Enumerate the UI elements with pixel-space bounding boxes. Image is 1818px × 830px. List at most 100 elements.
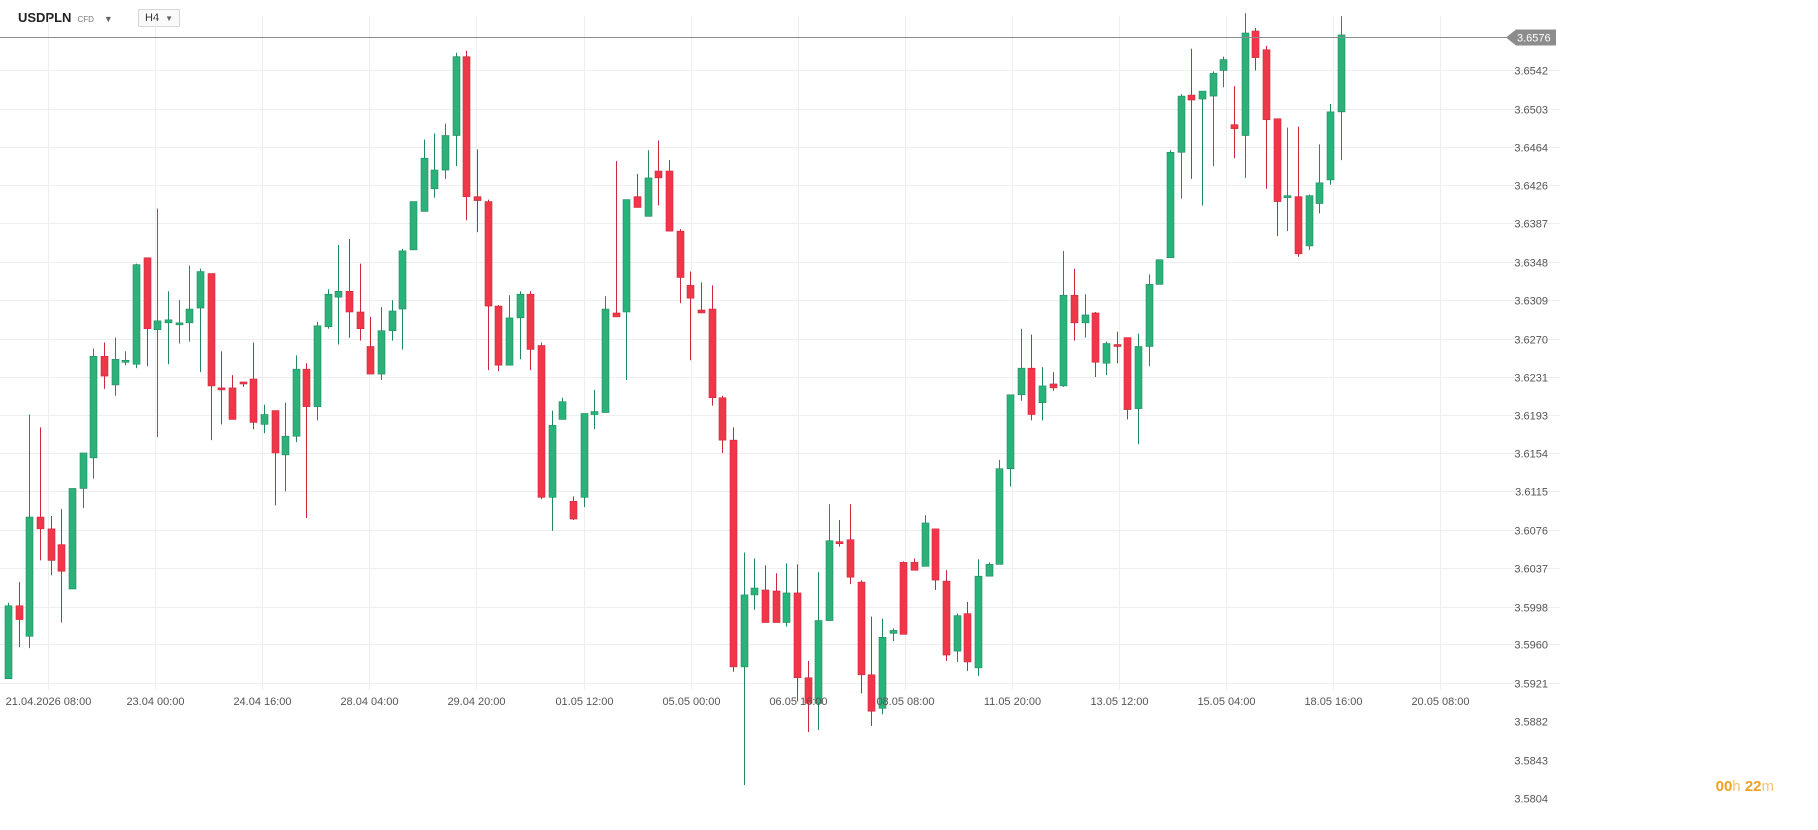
candle-body: [846, 539, 855, 578]
y-tick-label: 3.6503: [1514, 105, 1548, 117]
candle-bullish: [1219, 56, 1228, 88]
candle-body: [36, 516, 45, 530]
x-tick-label: 06.05 16:00: [769, 696, 827, 708]
candle-bearish: [654, 140, 663, 206]
candle-body: [1049, 383, 1058, 389]
candle-body: [1326, 111, 1335, 181]
candle-body: [910, 562, 919, 571]
candle-body: [782, 592, 791, 623]
candle-body: [537, 345, 546, 498]
candle-bearish: [271, 410, 280, 506]
candle-body: [526, 293, 535, 350]
y-tick-label: 3.5921: [1514, 679, 1548, 691]
candle-body: [398, 250, 407, 310]
candles: [4, 13, 1346, 786]
y-tick-label: 3.6387: [1514, 219, 1548, 231]
candle-bearish: [57, 509, 66, 623]
candle-bullish: [1198, 90, 1207, 206]
y-tick-label: 3.6154: [1514, 449, 1548, 461]
candle-bullish: [878, 618, 887, 715]
candle-body: [1187, 94, 1196, 101]
candle-bullish: [1134, 333, 1143, 445]
candle-bearish: [899, 561, 908, 635]
x-tick-label: 20.05 08:00: [1411, 696, 1469, 708]
x-tick-label: 18.05 16:00: [1304, 696, 1362, 708]
timeframe-select[interactable]: H4 ▼: [138, 9, 180, 27]
candle-body: [708, 308, 717, 399]
candle-body: [196, 271, 205, 309]
candle-body: [1198, 90, 1207, 100]
candle-body: [569, 500, 578, 520]
candle-bearish: [484, 199, 493, 371]
candle-body: [441, 135, 450, 171]
y-tick-label: 3.5882: [1514, 717, 1548, 729]
candle-body: [558, 401, 567, 420]
candle-body: [356, 311, 365, 330]
candle-bullish: [516, 291, 525, 360]
candle-body: [1017, 367, 1026, 396]
x-tick-label: 01.05 12:00: [555, 696, 613, 708]
price-line-overlay: 3.6576: [0, 29, 1556, 46]
x-tick-label: 13.05 12:00: [1090, 696, 1148, 708]
candle-bullish: [1102, 341, 1111, 376]
candle-bullish: [1209, 71, 1218, 167]
candle-body: [15, 605, 24, 620]
candle-bullish: [1145, 274, 1154, 367]
candle-body: [1059, 294, 1068, 387]
candle-bullish: [740, 552, 749, 786]
candle-body: [835, 541, 844, 544]
candle-bullish: [1081, 294, 1090, 338]
candle-bearish: [761, 565, 770, 623]
candle-body: [494, 305, 503, 366]
candle-bearish: [1027, 334, 1036, 421]
candle-body: [729, 439, 738, 668]
candle-bullish: [1315, 144, 1324, 214]
candle-body: [793, 592, 802, 679]
y-tick-label: 3.5843: [1514, 756, 1548, 768]
candle-body: [622, 199, 631, 313]
candle-bullish: [1177, 94, 1186, 199]
candle-body: [111, 358, 120, 386]
candle-body: [1315, 182, 1324, 204]
candle-bearish: [963, 601, 972, 671]
countdown-minutes: 22: [1744, 778, 1762, 795]
candle-body: [1219, 59, 1228, 71]
candle-bullish: [825, 504, 834, 621]
candle-bullish: [782, 563, 791, 627]
countdown-minutes-unit: m: [1761, 778, 1775, 795]
candle-bullish: [313, 321, 322, 421]
candle-body: [516, 293, 525, 319]
candle-bearish: [708, 285, 717, 406]
candle-body: [324, 293, 333, 328]
symbol-selector[interactable]: USDPLN CFD ▼: [18, 10, 113, 25]
candle-bullish: [558, 397, 567, 420]
candle-body: [388, 310, 397, 332]
candle-bearish: [1294, 126, 1303, 257]
candle-body: [1038, 385, 1047, 403]
candle-body: [473, 196, 482, 201]
candle-bearish: [228, 375, 237, 420]
axes: 3.6542 3.6503 3.6464 3.6426 3.6387 3.6348 3.63…: [6, 66, 1548, 806]
candle-body: [931, 528, 940, 581]
y-tick-label: 3.6076: [1514, 526, 1548, 538]
candle-body: [1283, 195, 1292, 198]
candle-bullish: [1337, 16, 1346, 161]
candle-bearish: [494, 305, 503, 372]
candle-bullish: [601, 296, 610, 413]
candle-body: [47, 528, 56, 561]
candle-bearish: [1123, 337, 1132, 420]
y-tick-label: 3.6542: [1514, 66, 1548, 78]
candle-bearish: [931, 528, 940, 590]
candle-body: [345, 290, 354, 313]
candle-bullish: [580, 413, 589, 508]
candle-body: [207, 273, 216, 387]
candle-bullish: [79, 452, 88, 509]
candle-body: [825, 540, 834, 621]
candle-bearish: [526, 291, 535, 371]
candle-bearish: [857, 580, 866, 694]
candle-body: [963, 613, 972, 663]
candle-bearish: [676, 229, 685, 304]
candle-bullish: [4, 602, 13, 680]
candle-body: [420, 157, 429, 212]
